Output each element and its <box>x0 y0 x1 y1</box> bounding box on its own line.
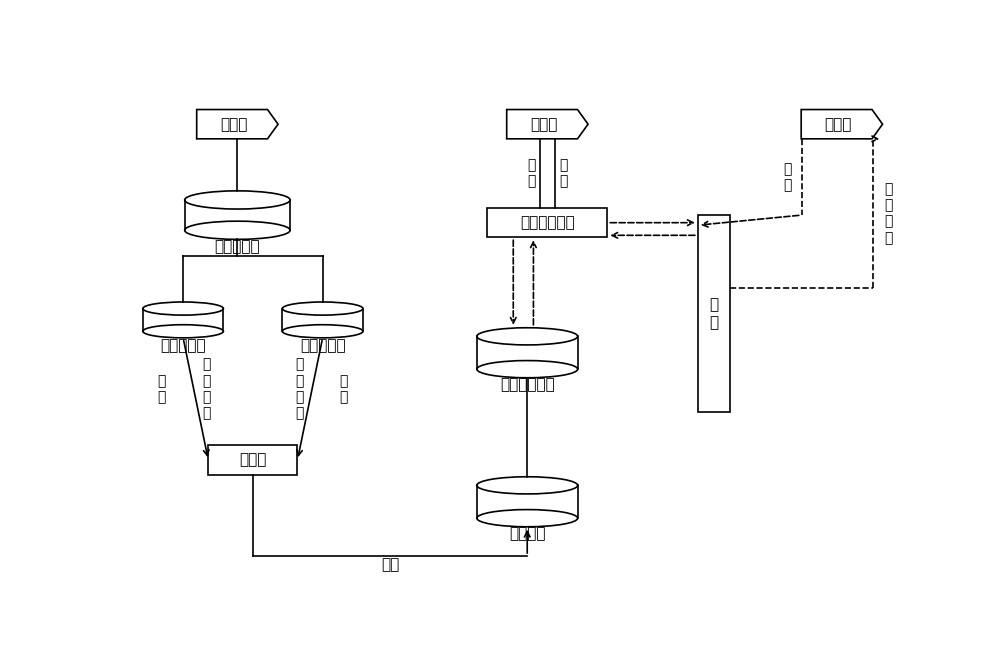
Ellipse shape <box>477 328 578 345</box>
Text: 资源目录服务: 资源目录服务 <box>520 215 575 230</box>
Text: 数据资源库: 数据资源库 <box>160 338 206 353</box>
Ellipse shape <box>143 325 223 338</box>
Bar <box>477 485 578 518</box>
Ellipse shape <box>477 510 578 527</box>
Bar <box>143 308 223 331</box>
Bar <box>185 200 290 230</box>
Bar <box>477 337 578 369</box>
Text: 发
布: 发 布 <box>527 158 536 188</box>
Text: 门
户: 门 户 <box>709 297 719 330</box>
Text: 元数据库: 元数据库 <box>509 526 545 541</box>
Polygon shape <box>507 110 588 139</box>
Bar <box>282 308 363 331</box>
Text: 维
护: 维 护 <box>559 158 567 188</box>
Text: 服务资源库: 服务资源库 <box>300 338 345 353</box>
Text: 管理者: 管理者 <box>530 117 557 132</box>
Text: 查
询: 查 询 <box>783 162 792 192</box>
Bar <box>487 208 607 237</box>
Text: 信
息
获
取: 信 息 获 取 <box>884 182 893 245</box>
Bar <box>208 445 297 475</box>
Text: 共享数据库: 共享数据库 <box>215 239 260 254</box>
Text: 注册: 注册 <box>381 558 399 573</box>
Polygon shape <box>197 110 278 139</box>
Ellipse shape <box>477 477 578 494</box>
Text: 提
取
特
征: 提 取 特 征 <box>295 358 303 420</box>
Ellipse shape <box>477 361 578 378</box>
Text: 使用者: 使用者 <box>824 117 852 132</box>
Text: 核心元数据库: 核心元数据库 <box>500 377 555 392</box>
Text: 编
目: 编 目 <box>339 374 348 404</box>
Ellipse shape <box>282 302 363 315</box>
Ellipse shape <box>282 325 363 338</box>
Ellipse shape <box>185 221 290 239</box>
Text: 提供者: 提供者 <box>220 117 247 132</box>
Text: 元数据: 元数据 <box>239 453 267 468</box>
Ellipse shape <box>143 302 223 315</box>
Text: 提
取
特
征: 提 取 特 征 <box>202 358 211 420</box>
Text: 编
目: 编 目 <box>157 374 166 404</box>
Bar <box>698 215 730 412</box>
Ellipse shape <box>185 191 290 209</box>
Polygon shape <box>801 110 883 139</box>
